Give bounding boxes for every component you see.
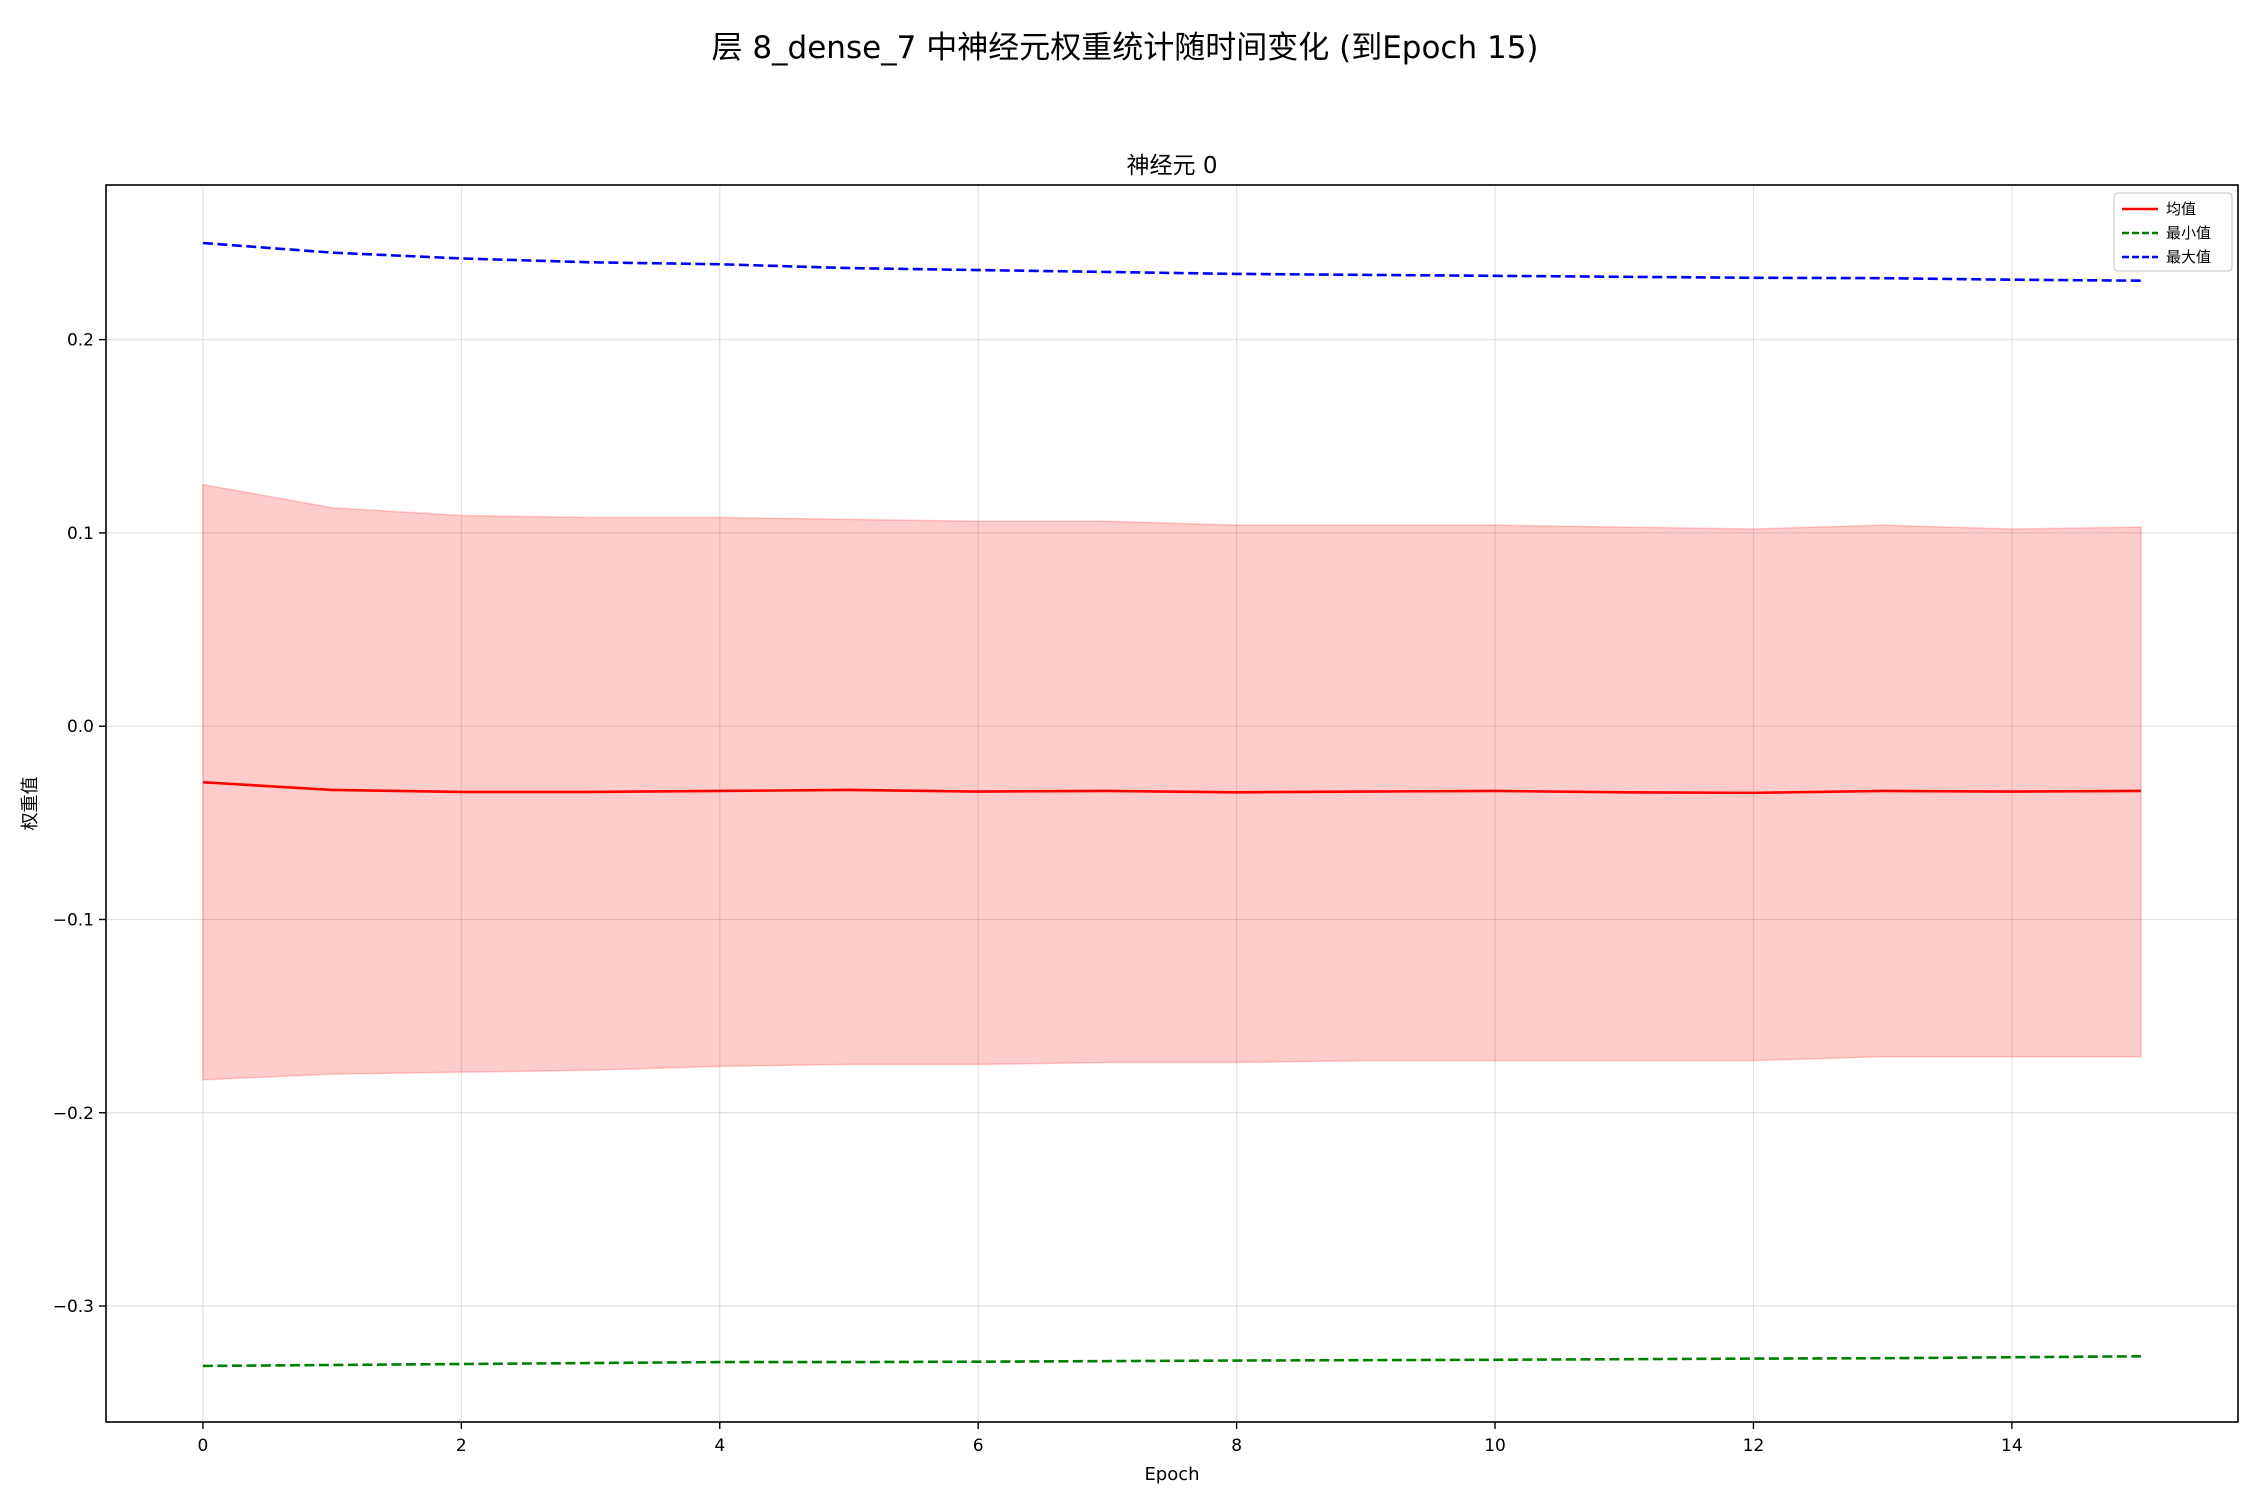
x-tick-label: 10 (1484, 1436, 1506, 1456)
series-layer (202, 241, 2142, 1368)
axes-layer: 0 2 4 6 8 10 12 14 −0.3 −0.2 −0.1 0.0 0.1 0.2 (53, 184, 2239, 1456)
y-tick-label: −0.3 (53, 1297, 94, 1317)
legend-label: 最小值 (2166, 224, 2211, 242)
y-tick-label: 0.2 (67, 331, 94, 351)
x-tick-label: 6 (973, 1436, 984, 1456)
std-band (202, 483, 2142, 1081)
series-line-1 (202, 1354, 2142, 1368)
x-tick-label: 8 (1231, 1436, 1242, 1456)
x-tick-label: 12 (1743, 1436, 1765, 1456)
series-line-2 (202, 241, 2142, 282)
x-tick-label: 14 (2001, 1436, 2023, 1456)
plot-title: 神经元 0 (1127, 153, 1218, 179)
figure-title: 层 8_dense_7 中神经元权重统计随时间变化 (到Epoch 15) (711, 30, 1539, 66)
grid-layer (106, 185, 2238, 1422)
x-axis-label: Epoch (1144, 1464, 1199, 1485)
y-tick-label: 0.0 (67, 717, 94, 737)
plot-frame (105, 184, 2239, 1423)
x-tick-label: 2 (456, 1436, 467, 1456)
y-tick-label: 0.1 (67, 524, 94, 544)
band-layer (202, 483, 2142, 1081)
y-tick-label: −0.2 (53, 1104, 94, 1124)
legend-box (2113, 192, 2233, 272)
series-line-0 (202, 780, 2142, 795)
y-tick-label: −0.1 (53, 910, 94, 930)
legend-label: 均值 (2166, 200, 2196, 218)
legend-label: 最大值 (2166, 248, 2211, 266)
x-tick-label: 0 (197, 1436, 208, 1456)
x-tick-label: 4 (714, 1436, 725, 1456)
y-axis-label: 权重值 (20, 777, 41, 831)
